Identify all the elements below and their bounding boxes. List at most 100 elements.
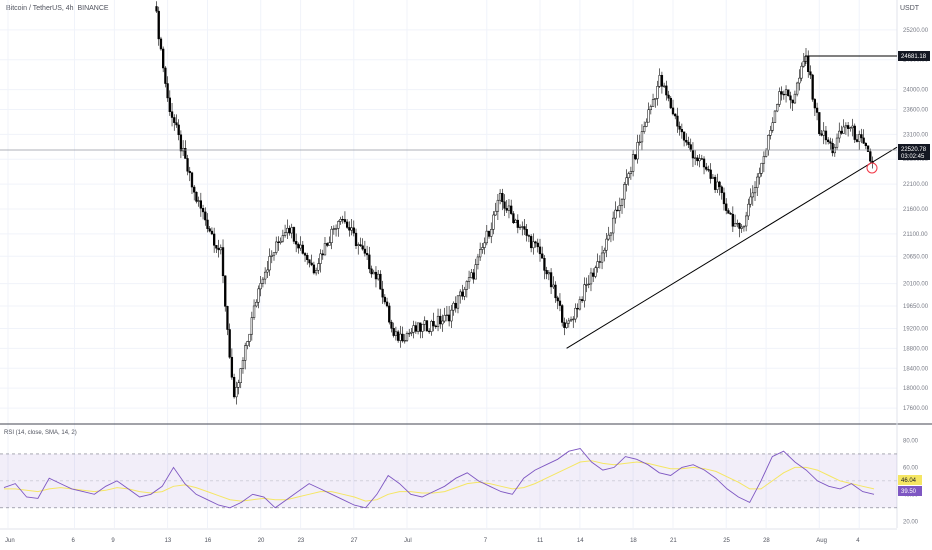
candle-body xyxy=(190,172,194,188)
candle-body xyxy=(452,302,455,311)
candle-body xyxy=(175,122,178,126)
candle-body xyxy=(337,221,340,229)
candle-body xyxy=(226,306,229,330)
candle-body xyxy=(498,192,502,201)
candle-body xyxy=(709,169,712,179)
candle-body xyxy=(496,199,500,212)
candle-body xyxy=(314,270,318,274)
candle-body xyxy=(295,241,298,245)
price-tick-label: 18800.00 xyxy=(903,346,929,352)
candle-body xyxy=(379,273,382,290)
candle-body xyxy=(645,121,648,127)
candle-body xyxy=(780,91,783,95)
candle-body xyxy=(620,198,624,206)
candle-body xyxy=(594,267,597,277)
candle-body xyxy=(592,272,595,277)
price-tick-label: 22100.00 xyxy=(903,182,929,188)
rsi-title: RSI (14, close, SMA, 14, 2) xyxy=(4,430,77,436)
candle-body xyxy=(204,211,207,221)
candle-body xyxy=(529,236,533,249)
candle-body xyxy=(844,125,848,128)
candle-body xyxy=(609,232,613,236)
candle-body xyxy=(654,98,657,100)
candle-body xyxy=(308,259,311,264)
candle-body xyxy=(543,258,546,271)
candle-body xyxy=(412,325,415,333)
last-price-value: 22520.78 xyxy=(901,147,927,153)
candle-body xyxy=(567,320,570,324)
candle-body xyxy=(213,233,216,246)
candle-body xyxy=(487,230,491,237)
candle-body xyxy=(419,322,422,332)
rsi-ma-value-badge xyxy=(898,486,922,496)
candle-body xyxy=(359,244,362,247)
candle-body xyxy=(678,125,681,130)
time-tick-label: 27 xyxy=(351,538,358,544)
candle-body xyxy=(159,38,163,50)
price-tick-label: 24000.00 xyxy=(903,88,929,94)
candle-body xyxy=(623,184,626,200)
ascending-trendline xyxy=(566,146,898,349)
candle-body xyxy=(600,252,604,263)
candle-body xyxy=(283,232,287,236)
candle-body xyxy=(186,158,189,172)
candle-body xyxy=(512,213,515,224)
candle-body xyxy=(263,271,267,280)
candle-body xyxy=(527,235,531,237)
candle-body xyxy=(782,93,785,96)
candle-body xyxy=(778,91,781,105)
candle-body xyxy=(230,356,234,378)
time-tick-label: 14 xyxy=(577,538,584,544)
candle-body xyxy=(436,315,440,327)
candle-body xyxy=(168,97,171,112)
candle-body xyxy=(217,247,220,251)
candle-body xyxy=(396,331,400,341)
candle-body xyxy=(771,122,774,131)
candle-body xyxy=(334,228,338,230)
candle-body xyxy=(472,272,475,280)
candle-body xyxy=(864,142,868,147)
candle-body xyxy=(268,256,271,271)
time-tick-label: 6 xyxy=(72,538,76,544)
candle-body xyxy=(483,242,486,248)
candle-body xyxy=(173,117,176,123)
candle-body xyxy=(855,139,859,142)
candle-body xyxy=(554,284,557,299)
time-tick-label: Aug xyxy=(816,538,827,544)
candle-body xyxy=(339,218,342,222)
candle-body xyxy=(689,144,692,151)
candle-body xyxy=(423,320,426,325)
candle-body xyxy=(643,126,646,132)
candle-body xyxy=(401,333,404,342)
candle-body xyxy=(607,234,610,240)
candle-body xyxy=(166,83,169,99)
candle-body xyxy=(822,130,825,136)
candle-body xyxy=(503,201,506,209)
candle-body xyxy=(716,181,719,190)
candle-body xyxy=(374,271,378,280)
candle-body xyxy=(239,368,242,383)
candle-body xyxy=(312,264,316,274)
candle-body xyxy=(685,139,688,143)
candle-body xyxy=(215,245,218,249)
candle-body xyxy=(538,246,542,255)
candle-body xyxy=(206,219,209,229)
currency-label: USDT xyxy=(900,5,920,12)
candle-body xyxy=(773,110,777,123)
candle-body xyxy=(658,75,661,87)
candle-body xyxy=(179,134,183,152)
candle-body xyxy=(638,141,641,144)
candle-body xyxy=(800,65,803,79)
candle-body xyxy=(485,230,488,244)
candle-body xyxy=(736,222,739,225)
candle-body xyxy=(674,113,677,117)
candle-body xyxy=(598,261,602,263)
candle-body xyxy=(428,330,431,333)
candle-body xyxy=(596,261,599,269)
candle-body xyxy=(507,205,511,211)
candle-body xyxy=(640,131,644,143)
candle-body xyxy=(193,186,196,193)
candle-body xyxy=(328,242,331,246)
candle-body xyxy=(321,253,324,256)
